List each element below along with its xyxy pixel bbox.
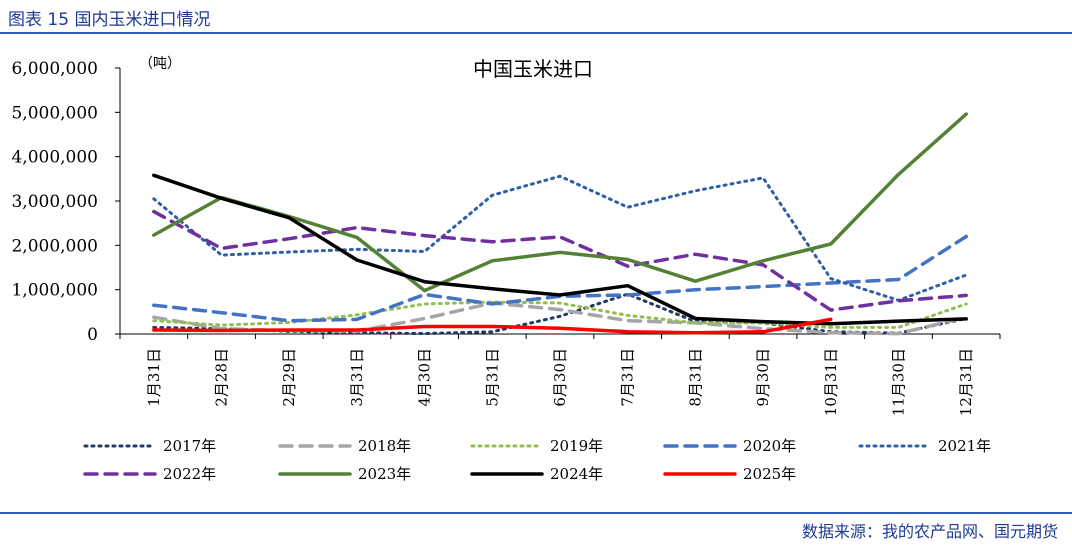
x-tick-label: 9月30日 [754, 348, 772, 407]
legend-label: 2023年 [358, 465, 411, 483]
legend-label: 2021年 [938, 437, 991, 455]
y-tick-label: 5,000,000 [11, 103, 98, 123]
y-tick-label: 6,000,000 [11, 59, 98, 79]
x-tick-label: 10月31日 [822, 348, 840, 416]
series-line-2023 [152, 112, 968, 293]
series-line-2025 [152, 317, 833, 335]
bottom-rule [0, 512, 1072, 514]
legend-label: 2025年 [743, 465, 796, 483]
figure-header: 图表 15 国内玉米进口情况 [0, 0, 1072, 30]
figure-title: 图表 15 国内玉米进口情况 [8, 10, 211, 30]
series-line-2018 [152, 301, 968, 336]
series-line-2021 [152, 174, 968, 302]
x-tick-label: 5月31日 [483, 348, 501, 407]
top-rule [0, 32, 1072, 34]
y-tick-label: 4,000,000 [11, 148, 98, 168]
chart-title: 中国玉米进口 [473, 57, 593, 81]
x-tick-label: 12月31日 [957, 348, 975, 416]
legend: 2017年 2018年 2019年 2020年 2021年 2022年 2023年 2024年… [83, 437, 991, 483]
legend-label: 2024年 [550, 465, 603, 483]
y-tick-label: 2,000,000 [11, 236, 98, 256]
series-line-2024 [152, 173, 968, 326]
y-tick-label: 3,000,000 [11, 192, 98, 212]
x-tick-label: 7月31日 [619, 348, 637, 407]
unit-label: （吨） [139, 56, 181, 72]
series-line-2019 [152, 300, 968, 329]
x-tick-label: 6月30日 [551, 348, 569, 407]
legend-label: 2018年 [358, 437, 411, 455]
series-line-2022 [152, 209, 968, 312]
y-tick-label: 1,000,000 [11, 281, 98, 301]
series-layer [152, 112, 968, 336]
x-tick-label: 8月31日 [686, 348, 704, 407]
x-tick-label: 2月28日 [213, 348, 231, 407]
x-tick-label: 11月30日 [889, 348, 907, 416]
x-tick-label: 1月31日 [145, 348, 163, 407]
legend-label: 2022年 [163, 465, 216, 483]
x-tick-label: 3月31日 [348, 348, 366, 407]
corn-import-chart: 中国玉米进口 （吨） 0 1,000,000 2,000,000 3,000,000 4… [11, 56, 1001, 483]
legend-label: 2019年 [550, 437, 603, 455]
y-tick-label: 0 [87, 325, 98, 345]
axes-layer: 0 1,000,000 2,000,000 3,000,000 4,000,000 5,0… [11, 59, 1001, 416]
x-tick-label: 2月29日 [280, 348, 298, 407]
x-tick-label: 4月30日 [416, 348, 434, 407]
source-note: 数据来源：我的农产品网、国元期货 [801, 522, 1058, 541]
legend-label: 2017年 [163, 437, 216, 455]
legend-label: 2020年 [743, 437, 796, 455]
